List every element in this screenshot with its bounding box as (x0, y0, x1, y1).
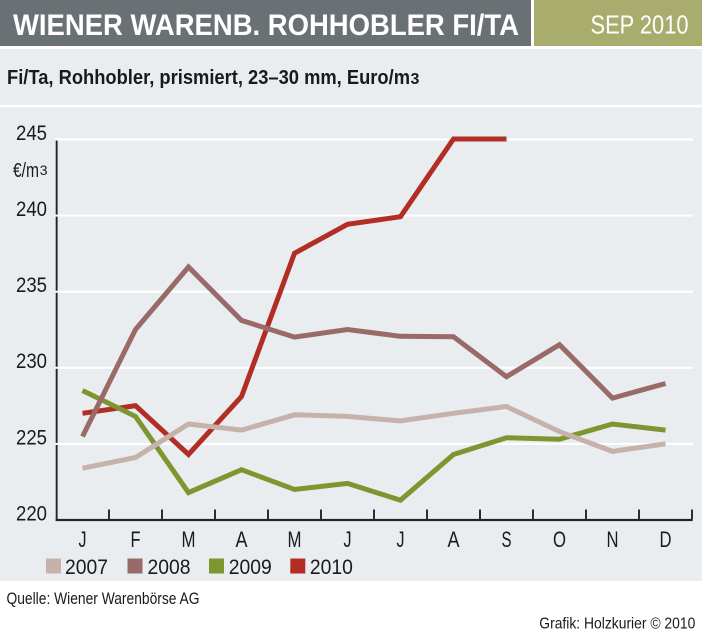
svg-text:2009: 2009 (229, 555, 272, 579)
svg-text:240: 240 (16, 197, 47, 221)
svg-text:Quelle: Wiener Warenbörse AG: Quelle: Wiener Warenbörse AG (7, 590, 200, 608)
svg-text:SEP 2010: SEP 2010 (591, 10, 689, 40)
svg-text:€/m: €/m (13, 160, 39, 182)
svg-text:225: 225 (16, 425, 47, 449)
svg-text:M: M (182, 527, 196, 552)
svg-text:2008: 2008 (148, 555, 191, 579)
svg-text:M: M (288, 527, 302, 552)
svg-text:220: 220 (16, 501, 47, 525)
svg-text:WIENER WARENB. ROHHOBLER FI/TA: WIENER WARENB. ROHHOBLER FI/TA (13, 9, 519, 42)
svg-text:N: N (607, 527, 619, 552)
svg-text:D: D (660, 527, 672, 552)
svg-text:A: A (236, 527, 248, 552)
svg-text:O: O (553, 527, 566, 552)
svg-text:2007: 2007 (65, 555, 108, 579)
svg-text:Fi/Ta, Rohhobler, prismiert, 2: Fi/Ta, Rohhobler, prismiert, 23–30 mm, E… (7, 67, 410, 89)
svg-text:Grafik: Holzkurier © 2010: Grafik: Holzkurier © 2010 (539, 616, 695, 633)
svg-text:F: F (131, 527, 141, 552)
svg-text:3: 3 (411, 71, 420, 88)
svg-text:245: 245 (16, 121, 47, 145)
svg-text:A: A (448, 527, 460, 552)
svg-text:J: J (397, 527, 405, 552)
svg-text:J: J (344, 527, 352, 552)
svg-text:230: 230 (16, 349, 47, 373)
svg-text:235: 235 (16, 273, 47, 297)
svg-text:2010: 2010 (310, 555, 353, 579)
svg-text:3: 3 (40, 162, 48, 178)
svg-text:S: S (502, 527, 512, 552)
svg-text:J: J (79, 527, 87, 552)
